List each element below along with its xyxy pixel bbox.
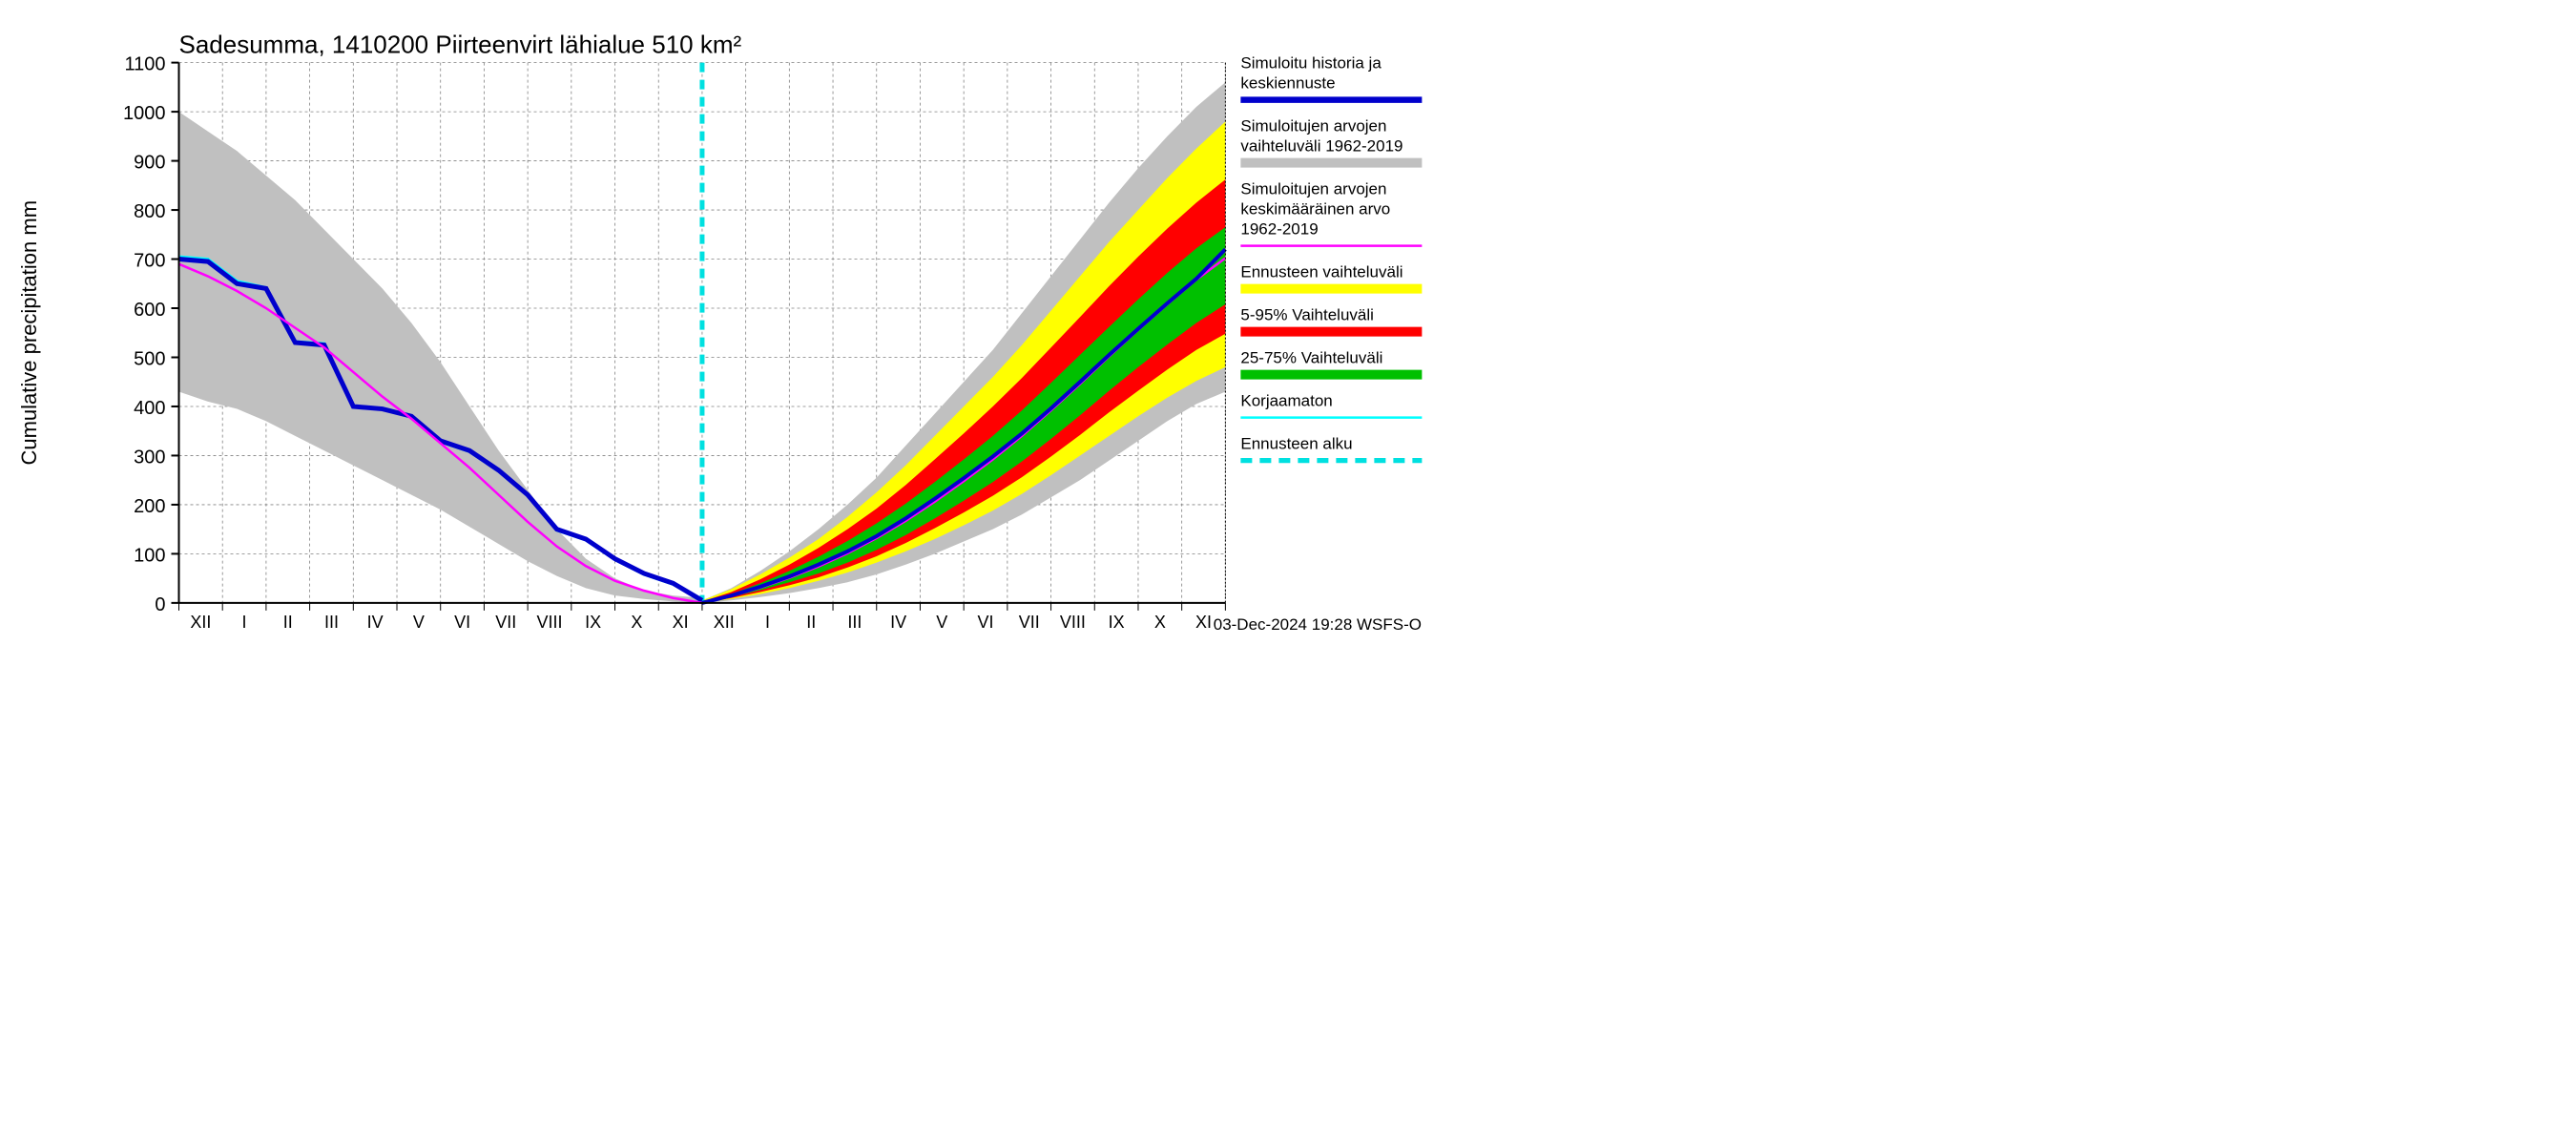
legend-swatch	[1240, 158, 1422, 168]
month-label: III	[847, 613, 862, 632]
footer-timestamp: 03-Dec-2024 19:28 WSFS-O	[1214, 615, 1422, 634]
month-label: VII	[1019, 613, 1040, 632]
legend-label: Simuloitujen arvojen	[1240, 180, 1386, 198]
year-label: 2025	[748, 635, 786, 636]
legend-label: Ennusteen vaihteluväli	[1240, 263, 1402, 281]
month-label: II	[283, 613, 293, 632]
y-tick-label: 500	[134, 348, 165, 369]
y-tick-label: 900	[134, 153, 165, 174]
legend-label: Simuloitu historia ja	[1240, 54, 1381, 73]
legend-label: vaihteluväli 1962-2019	[1240, 137, 1402, 156]
month-label: II	[806, 613, 816, 632]
legend-label: keskiennuste	[1240, 74, 1335, 93]
month-label: III	[324, 613, 339, 632]
month-label: VI	[978, 613, 994, 632]
y-tick-label: 400	[134, 398, 165, 419]
y-tick-label: 700	[134, 251, 165, 272]
y-tick-label: 600	[134, 300, 165, 321]
month-label: X	[1154, 613, 1166, 632]
legend-label: Korjaamaton	[1240, 392, 1332, 410]
month-label: IV	[890, 613, 906, 632]
chart-container: 010020030040050060070080090010001100XIII…	[0, 0, 1431, 636]
month-label: VII	[495, 613, 516, 632]
month-label: XI	[1195, 613, 1212, 632]
chart-title: Sadesumma, 1410200 Piirteenvirt lähialue…	[179, 31, 742, 59]
y-tick-label: 200	[134, 496, 165, 517]
month-label: VIII	[1060, 613, 1086, 632]
legend-label: 5-95% Vaihteluväli	[1240, 306, 1374, 324]
month-label: I	[242, 613, 247, 632]
month-label: XII	[190, 613, 211, 632]
y-tick-label: 0	[155, 594, 165, 615]
month-label: X	[631, 613, 642, 632]
legend-label: Simuloitujen arvojen	[1240, 117, 1386, 135]
month-label: XII	[714, 613, 735, 632]
legend-swatch	[1240, 370, 1422, 380]
month-label: XI	[673, 613, 689, 632]
y-tick-label: 800	[134, 201, 165, 222]
legend-label: keskimääräinen arvo	[1240, 200, 1390, 219]
legend-swatch	[1240, 327, 1422, 337]
chart-svg: 010020030040050060070080090010001100XIII…	[0, 0, 1431, 636]
year-label: 2024	[225, 635, 263, 636]
legend-label: 1962-2019	[1240, 220, 1318, 239]
month-label: V	[413, 613, 425, 632]
month-label: IX	[1109, 613, 1125, 632]
month-label: VIII	[536, 613, 562, 632]
legend-label: 25-75% Vaihteluväli	[1240, 349, 1382, 367]
y-tick-label: 1000	[123, 103, 166, 124]
legend-swatch	[1240, 284, 1422, 294]
y-tick-label: 100	[134, 545, 165, 566]
month-label: IV	[367, 613, 384, 632]
y-tick-label: 300	[134, 447, 165, 468]
month-label: V	[936, 613, 947, 632]
y-tick-label: 1100	[124, 54, 165, 75]
month-label: VI	[454, 613, 470, 632]
month-label: IX	[585, 613, 601, 632]
legend-label: Ennusteen alku	[1240, 435, 1352, 453]
y-axis-label: Cumulative precipitation mm	[17, 200, 41, 466]
month-label: I	[765, 613, 770, 632]
